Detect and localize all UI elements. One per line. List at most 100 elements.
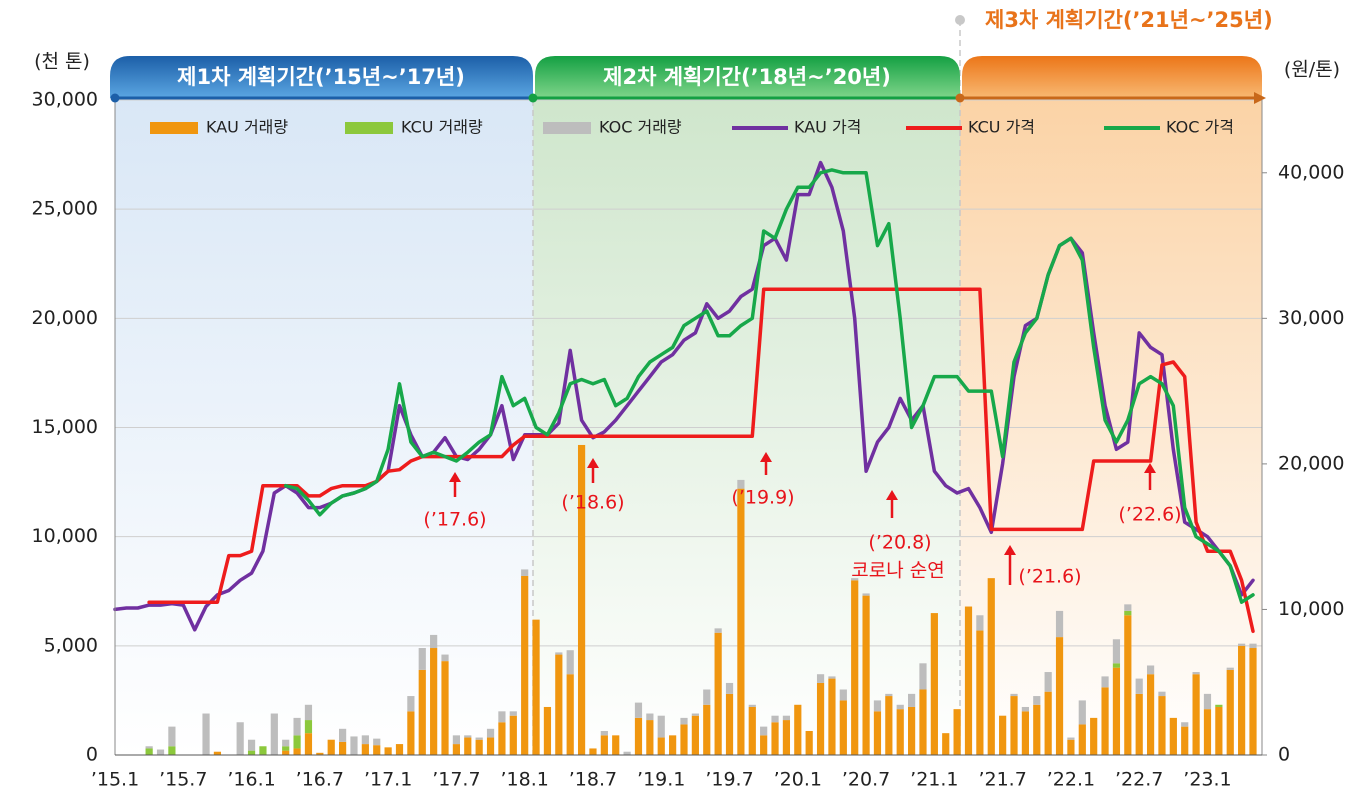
bar-segment xyxy=(407,696,415,712)
y-tick-label: 5,000 xyxy=(44,634,98,656)
x-tick-label: ’15.7 xyxy=(159,769,207,791)
bar-segment xyxy=(384,747,392,755)
bar-segment xyxy=(282,739,290,747)
bar-segment xyxy=(361,735,369,745)
bar-segment xyxy=(498,722,506,755)
y-tick-label: 15,000 xyxy=(32,416,98,438)
bar-segment xyxy=(339,728,347,742)
annotation-arrowhead xyxy=(1004,545,1016,555)
bar-segment xyxy=(395,744,404,755)
bar-segment xyxy=(1124,604,1132,611)
bar-segment xyxy=(293,735,301,749)
bar-segment xyxy=(748,706,756,755)
annotation: (’18.6) xyxy=(561,492,624,514)
bar-segment xyxy=(373,745,381,755)
bar-segment xyxy=(862,595,870,755)
bar-segment xyxy=(1181,726,1189,755)
bar-segment xyxy=(327,739,335,755)
bar-segment xyxy=(373,738,381,746)
bar-segment xyxy=(873,700,882,712)
bars xyxy=(145,444,1257,755)
bar-segment xyxy=(1101,687,1109,755)
period-dot xyxy=(528,93,538,103)
bar-segment xyxy=(1078,724,1086,755)
bar-segment xyxy=(828,678,836,755)
bar-segment xyxy=(441,654,449,662)
bar-segment xyxy=(1044,691,1052,755)
period-dot xyxy=(955,93,965,103)
annotation-arrowhead xyxy=(449,472,461,482)
x-tick-label: ’16.7 xyxy=(296,769,344,791)
bar-segment xyxy=(816,674,825,683)
x-tick-label: ’19.7 xyxy=(705,769,753,791)
bar-segment xyxy=(236,722,244,755)
bar-segment xyxy=(612,735,620,755)
period-2-label: 제2차 계획기간(’18년~’20년) xyxy=(603,65,891,89)
bar-segment xyxy=(1181,722,1189,727)
bar-segment xyxy=(964,606,973,755)
annotation-arrowhead xyxy=(587,458,599,468)
bar-segment xyxy=(1215,704,1223,707)
x-tick-label: ’18.7 xyxy=(569,769,617,791)
period-2-header xyxy=(535,56,960,98)
y2-tick-label: 30,000 xyxy=(1278,307,1344,329)
bar-segment xyxy=(1044,672,1052,692)
bar-segment xyxy=(1067,739,1075,755)
annotation: (’22.6) xyxy=(1118,504,1181,526)
bar-segment xyxy=(1158,696,1166,755)
bar-segment xyxy=(486,737,495,755)
bar-segment xyxy=(1203,709,1212,755)
legend-label: KOC 가격 xyxy=(1166,118,1234,137)
y-tick-label: 10,000 xyxy=(32,525,98,547)
bar-segment xyxy=(782,715,791,721)
period-dot xyxy=(110,93,120,103)
bar-segment xyxy=(304,704,313,721)
annotation: (’20.8) xyxy=(868,532,931,554)
legend-label: KCU 거래량 xyxy=(401,118,483,137)
annotation: (’17.6) xyxy=(423,509,486,531)
bar-segment xyxy=(521,575,529,755)
bar-segment xyxy=(441,661,449,755)
bar-segment xyxy=(885,696,893,755)
annotation: (’19.9) xyxy=(731,487,794,509)
bar-segment xyxy=(669,735,677,755)
bar-segment xyxy=(794,704,802,755)
x-tick-label: ’21.7 xyxy=(978,769,1026,791)
y2-tick-label: 40,000 xyxy=(1278,161,1344,183)
x-tick-label: ’20.7 xyxy=(842,769,890,791)
bar-segment xyxy=(646,713,654,721)
bar-segment xyxy=(418,648,426,670)
x-tick-label: ’23.1 xyxy=(1183,769,1231,791)
legend-label: KCU 가격 xyxy=(968,118,1035,137)
bar-segment xyxy=(566,650,574,675)
y2-tick-label: 20,000 xyxy=(1278,452,1344,474)
legend-swatch xyxy=(345,122,393,134)
bar-segment xyxy=(213,751,222,755)
bar-segment xyxy=(1135,678,1143,694)
bar-segment xyxy=(771,715,779,723)
bar-segment xyxy=(202,713,210,755)
bar-segment xyxy=(1112,663,1121,668)
legend-label: KOC 거래량 xyxy=(599,118,682,137)
bar-segment xyxy=(851,578,859,581)
bar-segment xyxy=(464,737,472,755)
x-tick-label: ’15.1 xyxy=(91,769,139,791)
bar-segment xyxy=(714,632,722,755)
bar-segment xyxy=(839,689,847,701)
bar-segment xyxy=(600,735,608,755)
bar-segment xyxy=(1226,667,1234,670)
bar-segment xyxy=(987,578,995,755)
bar-segment xyxy=(782,720,791,755)
bar-segment xyxy=(509,715,517,755)
bar-segment xyxy=(760,735,768,755)
bar-segment xyxy=(999,715,1007,755)
bar-segment xyxy=(452,744,460,755)
bar-segment xyxy=(1215,706,1223,755)
bar-segment xyxy=(691,715,699,755)
bar-segment xyxy=(953,709,961,755)
x-tick-label: ’18.1 xyxy=(501,769,549,791)
bar-segment xyxy=(646,720,654,755)
bar-segment xyxy=(634,702,643,718)
bar-segment xyxy=(919,663,927,690)
bar-segment xyxy=(532,619,540,755)
